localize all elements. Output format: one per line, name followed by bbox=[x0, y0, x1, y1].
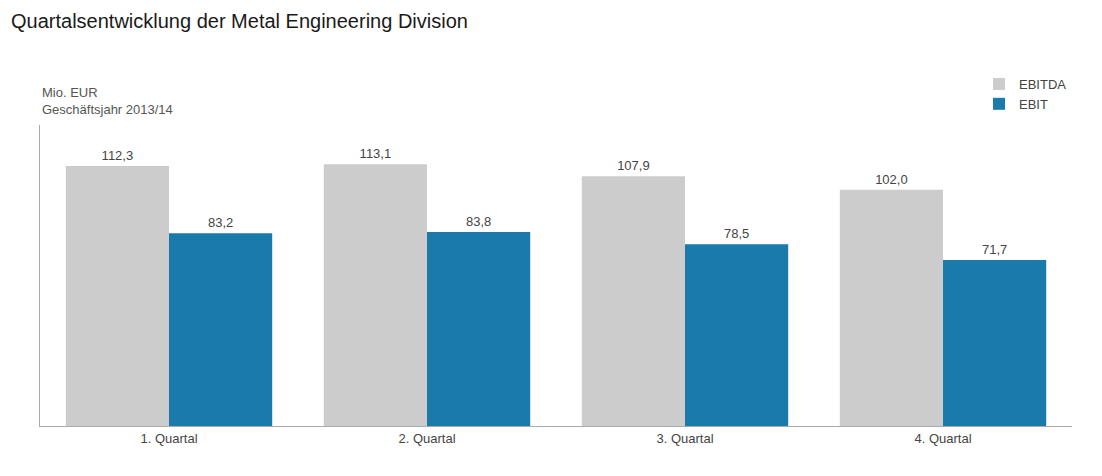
svg-text:2. Quartal: 2. Quartal bbox=[398, 431, 455, 446]
svg-text:4. Quartal: 4. Quartal bbox=[914, 431, 971, 446]
svg-text:113,1: 113,1 bbox=[360, 146, 392, 161]
svg-text:EBIT: EBIT bbox=[1019, 97, 1048, 112]
svg-text:83,2: 83,2 bbox=[208, 215, 233, 230]
svg-text:3. Quartal: 3. Quartal bbox=[656, 431, 713, 446]
svg-text:78,5: 78,5 bbox=[724, 226, 749, 241]
svg-text:83,8: 83,8 bbox=[466, 214, 491, 229]
svg-text:112,3: 112,3 bbox=[102, 148, 134, 163]
svg-text:71,7: 71,7 bbox=[982, 242, 1007, 257]
svg-text:EBITDA: EBITDA bbox=[1019, 77, 1066, 92]
svg-text:102,0: 102,0 bbox=[875, 172, 908, 187]
svg-text:107,9: 107,9 bbox=[617, 158, 650, 173]
svg-text:Quartalsentwicklung der Metal: Quartalsentwicklung der Metal Engineerin… bbox=[11, 10, 468, 32]
svg-text:Mio. EURGeschäftsjahr 2013/14: Mio. EURGeschäftsjahr 2013/14 bbox=[42, 85, 173, 117]
svg-text:1. Quartal: 1. Quartal bbox=[140, 431, 197, 446]
